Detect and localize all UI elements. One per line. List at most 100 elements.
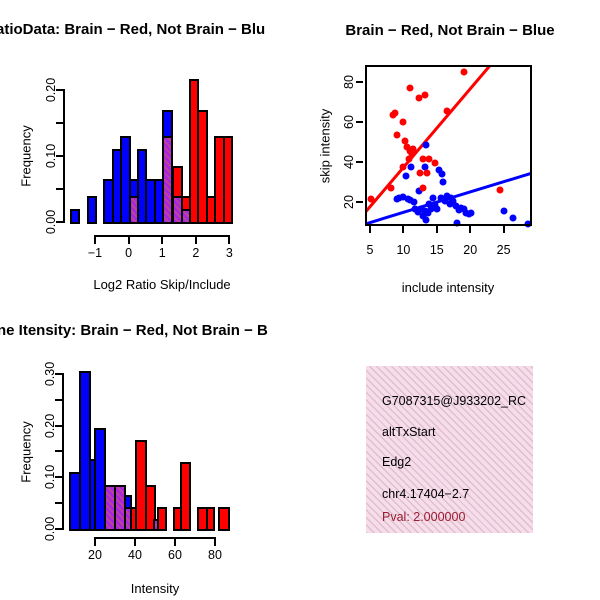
y-tick-label: 80 [342, 74, 356, 89]
x-tick [134, 539, 136, 546]
x-tick-label: 60 [168, 548, 182, 562]
scatter-point-notbrain [446, 200, 453, 208]
hist-intensity-xlabel: Intensity [130, 581, 180, 596]
y-tick [56, 155, 63, 157]
scatter-point-notbrain [395, 194, 403, 202]
scatter-point-notbrain [431, 201, 439, 209]
y-tick-label: 40 [342, 154, 356, 169]
y-tick-label: 0.10 [43, 465, 57, 490]
scatter-point-notbrain [399, 193, 407, 201]
scatter-point-brain [415, 94, 423, 102]
y-tick [356, 80, 363, 83]
scatter-point-notbrain [441, 197, 449, 205]
scatter-point-notbrain [438, 170, 446, 178]
scatter-ylabel: skip intensity [317, 108, 333, 184]
scatter-point-brain [419, 184, 427, 192]
x-tick [161, 237, 164, 244]
scatter-point-brain [406, 84, 414, 92]
scatter-point-brain [399, 118, 407, 126]
hist-bar-red [180, 462, 191, 531]
scatter-point-notbrain [429, 194, 437, 202]
gene-locus: chr4.17404−2.7 [382, 487, 470, 501]
scatter-point-notbrain [460, 205, 468, 213]
scatter-point-notbrain [425, 200, 433, 208]
scatter-point-notbrain [443, 192, 451, 200]
x-tick [174, 539, 176, 546]
hist-bar-blue [86, 196, 97, 224]
y-tick-label: 0.10 [44, 143, 58, 169]
x-tick-label: 10 [396, 243, 411, 257]
scatter-point-brain [423, 169, 431, 177]
y-tick [356, 120, 363, 123]
scatter-point-notbrain [410, 198, 418, 206]
scatter-point-notbrain [427, 205, 435, 213]
gene-probe-id: G7087315@J933202_RC [382, 394, 527, 408]
y-tick [55, 502, 62, 505]
scatter-point-brain [443, 107, 451, 115]
panel-scatter: Brain − Red, Not Brain − Blue skip inten… [300, 0, 600, 300]
scatter-point-notbrain [424, 209, 432, 217]
x-tick-label: 15 [429, 243, 444, 257]
x-tick-label: 40 [128, 548, 142, 562]
scatter-point-brain [399, 163, 407, 171]
y-tick [55, 372, 62, 375]
hist-ratio-xlabel: Log2 Ratio Skip/Include [93, 277, 231, 292]
x-tick [94, 237, 96, 244]
y-tick-label: 20 [342, 194, 356, 209]
hist-bar-red [197, 110, 208, 224]
hist-bar-blue [69, 209, 81, 224]
scatter-point-notbrain [437, 194, 445, 202]
x-tick [228, 237, 231, 244]
panel-gene-info: G7087315@J933202_RC altTxStart Edg2 chr4… [300, 300, 600, 600]
scatter-point-notbrain [422, 141, 430, 149]
x-tick-label: 5 [366, 243, 374, 257]
y-tick [55, 398, 62, 401]
scatter-xlabel: include intensity [401, 280, 495, 295]
scatter-point-brain [496, 186, 504, 194]
y-tick [55, 476, 62, 479]
scatter-point-notbrain [402, 172, 410, 180]
y-tick-label: 0.20 [44, 77, 58, 103]
x-axis [94, 537, 216, 539]
scatter-point-notbrain [453, 219, 461, 227]
x-tick [469, 226, 472, 233]
scatter-point-notbrain [414, 208, 422, 216]
hist-bar-red [218, 507, 230, 531]
panel-hist-ratio: atioData: Brain − Red, Not Brain − Blu F… [0, 0, 300, 300]
y-tick [356, 200, 363, 203]
scatter-point-notbrain [415, 187, 423, 195]
x-tick [94, 539, 96, 546]
scatter-plot-box [365, 65, 532, 226]
y-axis [62, 372, 64, 530]
y-tick [55, 450, 62, 453]
scatter-point-notbrain [433, 205, 441, 213]
hist-bar-red [222, 136, 234, 224]
y-tick [56, 221, 63, 223]
scatter-point-notbrain [422, 216, 430, 224]
hist-bar-red [157, 507, 167, 531]
scatter-point-notbrain [439, 178, 447, 186]
gene-info-box: G7087315@J933202_RC altTxStart Edg2 chr4… [366, 366, 533, 533]
x-tick-label: 1 [158, 246, 166, 260]
hist-bar-red [206, 507, 215, 531]
x-tick-label: 3 [225, 246, 233, 260]
x-tick [194, 237, 197, 244]
scatter-point-notbrain [407, 163, 415, 171]
scatter-point-brain [408, 150, 416, 158]
scatter-point-brain [403, 143, 411, 151]
y-tick [56, 122, 63, 124]
scatter-point-brain [391, 109, 399, 117]
scatter-point-brain [409, 145, 417, 153]
y-tick-label: 60 [342, 114, 356, 129]
y-tick [56, 188, 63, 190]
y-tick [55, 528, 62, 530]
y-axis [63, 89, 65, 223]
x-tick [502, 226, 505, 233]
scatter-point-brain [419, 155, 427, 163]
scatter-point-brain [425, 155, 433, 163]
hist-bar-red [145, 485, 156, 531]
x-tick-label: 80 [208, 548, 222, 562]
hist-intensity-ylabel: Frequency [18, 421, 34, 483]
x-tick-label: −1 [87, 246, 103, 260]
y-tick [56, 89, 63, 91]
